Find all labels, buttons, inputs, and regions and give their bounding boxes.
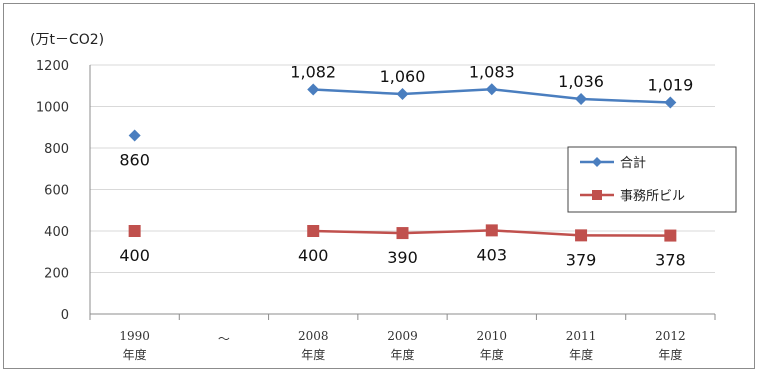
y-tick-label: 800	[44, 142, 69, 157]
x-tick-label: 2011	[566, 329, 597, 343]
x-tick-label: 2010	[477, 329, 508, 343]
x-tick-suffix: 年度	[569, 347, 593, 362]
data-point-marker	[575, 229, 588, 242]
x-tick-label: 2009	[387, 329, 418, 343]
x-tick-suffix: 年度	[301, 347, 325, 362]
data-point-marker	[485, 224, 498, 237]
x-tick-label: ～	[218, 332, 230, 346]
data-point-marker	[128, 225, 141, 237]
data-point-marker	[396, 88, 409, 101]
data-point-marker	[307, 83, 320, 96]
y-tick-label: 0	[61, 308, 69, 323]
x-tick-label: 2008	[298, 329, 329, 343]
data-label: 860	[119, 151, 150, 170]
x-axis: 1990 年度 ～ 2008 年度 2009 年度 2010 年度 2011 年度 2012 年度	[89, 313, 716, 362]
grid-lines	[90, 64, 715, 273]
data-point-marker	[396, 227, 409, 240]
series-line-segment	[402, 229, 492, 235]
y-tick-label: 1000	[36, 101, 69, 116]
data-labels: 860 1,082 1,060 1,083 1,036 1,019 400 400 390 403…	[119, 62, 693, 269]
unit-label: (万t－CO2)	[30, 32, 104, 48]
series-line-segment	[491, 229, 582, 237]
data-point-marker	[664, 96, 677, 109]
y-tick-label: 1200	[36, 59, 69, 74]
x-tick-suffix: 年度	[480, 347, 504, 362]
y-tick-label: 200	[44, 267, 69, 282]
data-label: 1,083	[469, 62, 515, 81]
x-tick-suffix: 年度	[123, 347, 147, 362]
legend-box	[567, 146, 737, 213]
data-label: 1,060	[380, 67, 426, 86]
y-axis: 0 200 400 600 800 1000 1200	[36, 59, 91, 323]
data-point-marker	[664, 229, 677, 242]
data-point-marker	[575, 93, 588, 106]
x-tick-label: 1990	[119, 329, 150, 343]
x-tick-suffix: 年度	[390, 347, 414, 362]
data-point-marker	[307, 225, 320, 237]
data-label: 378	[655, 251, 686, 270]
data-point-marker	[485, 83, 498, 96]
series-line-segment	[581, 97, 671, 104]
data-label: 379	[566, 250, 597, 269]
data-label: 400	[298, 246, 329, 265]
legend-marker	[592, 157, 602, 167]
y-tick-label: 400	[44, 225, 69, 240]
legend-label: 合計	[620, 155, 646, 171]
data-label: 390	[387, 248, 418, 267]
data-label: 403	[477, 245, 508, 264]
series-line-segment	[402, 88, 492, 96]
data-label: 1,082	[290, 62, 336, 81]
data-label: 1,036	[558, 72, 604, 91]
data-label: 400	[119, 246, 150, 265]
x-tick-suffix: 年度	[658, 347, 682, 362]
series-line-segment	[313, 88, 403, 96]
series-line-segment	[491, 88, 582, 101]
data-label: 1,019	[647, 76, 693, 95]
series-group	[128, 83, 677, 242]
x-tick-label: 2012	[655, 329, 686, 343]
legend-marker	[592, 190, 602, 200]
legend-label: 事務所ビル	[620, 189, 685, 204]
series-line-segment	[313, 229, 403, 235]
data-point-marker	[128, 129, 141, 142]
y-tick-label: 600	[44, 184, 69, 199]
